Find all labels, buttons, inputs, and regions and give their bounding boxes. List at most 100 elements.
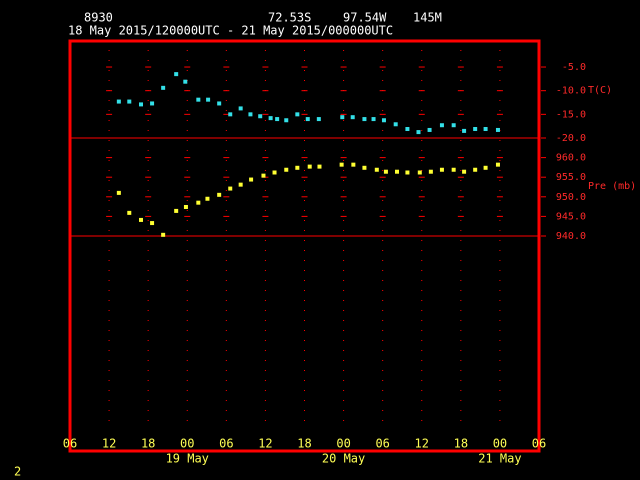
point	[183, 79, 188, 84]
point	[393, 122, 398, 127]
point	[206, 97, 211, 102]
station: 8930	[84, 11, 113, 25]
point	[161, 85, 166, 90]
point	[174, 72, 179, 77]
y-axis-label: Pre (mb)	[588, 181, 636, 192]
x-tick-label: 12	[258, 437, 272, 451]
point	[350, 115, 355, 120]
point	[217, 192, 222, 197]
x-tick-label: 00	[493, 437, 507, 451]
point	[205, 196, 210, 201]
point	[174, 208, 179, 213]
x-tick-label: 12	[415, 437, 429, 451]
point	[127, 99, 132, 104]
point	[139, 217, 144, 222]
point	[295, 112, 300, 117]
point	[439, 123, 444, 128]
y-tick-label: 950.0	[556, 192, 586, 203]
point	[462, 128, 467, 133]
point	[473, 127, 478, 132]
x-tick-label: 06	[63, 437, 77, 451]
point	[483, 165, 488, 170]
y-tick-label: 955.0	[556, 172, 586, 183]
x-tick-label: 00	[336, 437, 350, 451]
x-tick-label: 18	[141, 437, 155, 451]
point	[261, 173, 266, 178]
point	[439, 167, 444, 172]
y-tick-label: -15.0	[556, 109, 586, 120]
period: 18 May 2015/120000UTC - 21 May 2015/0000…	[68, 24, 393, 38]
point	[416, 130, 421, 135]
point	[351, 162, 356, 167]
x-tick-label: 18	[297, 437, 311, 451]
point	[495, 127, 500, 132]
point	[150, 101, 155, 106]
date-label: 21 May	[478, 452, 521, 466]
point	[483, 127, 488, 132]
point	[362, 117, 367, 122]
point	[317, 164, 322, 169]
y-tick-label: 960.0	[556, 153, 586, 164]
point	[127, 210, 132, 215]
point	[183, 204, 188, 209]
x-tick-label: 06	[375, 437, 389, 451]
point	[249, 177, 254, 182]
point	[307, 164, 312, 169]
point	[228, 186, 233, 191]
point	[272, 170, 277, 175]
y-tick-label: 940.0	[556, 231, 586, 242]
point	[405, 127, 410, 132]
point	[394, 169, 399, 174]
point	[339, 162, 344, 167]
date-label: 20 May	[322, 452, 365, 466]
point	[268, 116, 273, 121]
point	[451, 123, 456, 128]
point	[238, 106, 243, 111]
point	[228, 112, 233, 117]
x-tick-label: 06	[532, 437, 546, 451]
point	[139, 102, 144, 107]
page-number: 2	[14, 465, 21, 479]
point	[217, 101, 222, 106]
point	[495, 162, 500, 167]
point	[116, 99, 121, 104]
point	[275, 117, 280, 122]
y-tick-label: -10.0	[556, 86, 586, 97]
point	[427, 127, 432, 132]
point	[116, 190, 121, 195]
point	[428, 169, 433, 174]
point	[381, 118, 386, 123]
y-tick-label: 945.0	[556, 211, 586, 222]
point	[473, 167, 478, 172]
point	[295, 165, 300, 170]
y-tick-label: -20.0	[556, 133, 586, 144]
elevation: 145M	[413, 11, 442, 25]
point	[462, 169, 467, 174]
frame	[68, 39, 541, 453]
point	[248, 112, 253, 117]
x-tick-label: 00	[180, 437, 194, 451]
point	[284, 118, 289, 123]
point	[405, 170, 410, 175]
point	[362, 165, 367, 170]
x-tick-label: 06	[219, 437, 233, 451]
point	[316, 117, 321, 122]
y-axis-label: T(C)	[588, 85, 612, 96]
latitude: 72.53S	[268, 11, 311, 25]
point	[196, 200, 201, 205]
point	[305, 117, 310, 122]
point	[284, 167, 289, 172]
point	[374, 167, 379, 172]
point	[383, 169, 388, 174]
point	[451, 167, 456, 172]
y-tick-label: -5.0	[562, 62, 586, 73]
point	[258, 114, 263, 119]
point	[196, 97, 201, 102]
point	[150, 221, 155, 226]
point	[417, 170, 422, 175]
longitude: 97.54W	[343, 11, 387, 25]
x-tick-label: 18	[454, 437, 468, 451]
x-tick-label: 12	[102, 437, 116, 451]
